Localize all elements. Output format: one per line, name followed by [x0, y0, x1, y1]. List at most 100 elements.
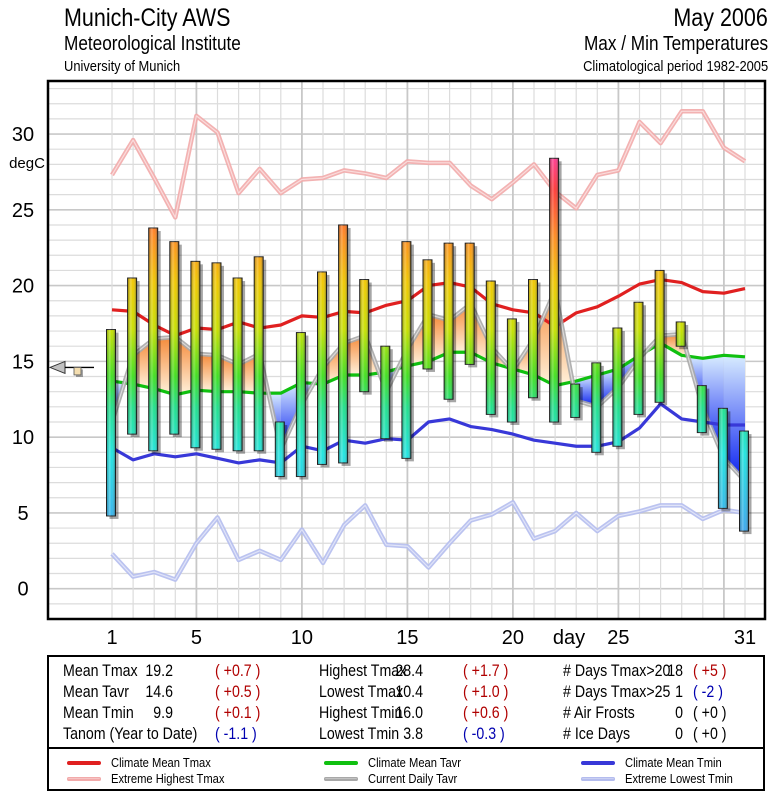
stat-value: 9.9: [153, 704, 173, 722]
bar-shading: [254, 256, 264, 451]
bar-shading: [739, 431, 749, 532]
climatological-period: Climatological period 1982-2005: [582, 58, 768, 75]
bar-shading: [549, 158, 559, 422]
x-tick-label: 5: [191, 627, 202, 649]
bar-shading: [634, 302, 643, 415]
bar-shading: [423, 259, 432, 369]
month-title: May 2006: [673, 4, 768, 32]
y-tick-label: 25: [12, 200, 34, 222]
x-tick-label: 31: [734, 627, 756, 649]
stat-anomaly: ( +0.1 ): [215, 704, 261, 722]
legend-label: Climate Mean Tmax: [111, 755, 211, 770]
stat-anomaly: ( -2 ): [693, 683, 723, 701]
bar-shading: [275, 421, 285, 477]
stat-label: Mean Tavr: [63, 683, 129, 701]
bar-shading: [296, 332, 306, 477]
stat-value: 19.2: [145, 662, 173, 680]
stat-anomaly: ( -1.1 ): [215, 725, 257, 743]
stat-value: 28.4: [395, 662, 423, 680]
bar-shading: [697, 385, 707, 433]
stat-anomaly: ( -0.3 ): [463, 725, 505, 743]
legend-label: Extreme Highest Tmax: [111, 771, 225, 786]
legend-label: Current Daily Tavr: [368, 771, 458, 786]
y-tick-label: 30: [12, 124, 34, 146]
stat-label: # Days Tmax>20: [563, 662, 671, 680]
x-tick-label: 10: [291, 627, 313, 649]
stat-label: # Air Frosts: [563, 704, 635, 722]
plot-frame: [46, 79, 767, 621]
stat-value: 14.6: [145, 683, 173, 701]
university-name: University of Munich: [64, 58, 181, 75]
climate-mean-tmin-line: [111, 402, 745, 465]
bar-shading: [169, 241, 179, 435]
bar-shading: [212, 262, 221, 450]
stat-anomaly: ( +0.7 ): [215, 662, 261, 680]
stat-value: 10.4: [395, 683, 423, 701]
stat-anomaly: ( +1.0 ): [463, 683, 509, 701]
mean-tavr-marker: [48, 360, 94, 377]
chart-legend: Climate Mean Tmax Extreme Highest Tmax Cli…: [47, 749, 765, 791]
stat-value: 0: [675, 704, 683, 722]
bar-shading: [676, 321, 686, 347]
y-tick-label: 20: [12, 276, 34, 298]
x-axis-ticks: 1 5 10 15 20 25 31: [106, 627, 756, 649]
stat-label: Highest Tmin: [319, 704, 403, 722]
x-tick-label: 1: [106, 627, 117, 649]
legend-swatch: [67, 761, 101, 765]
bar-shading: [507, 318, 517, 422]
bar-shading: [465, 243, 475, 365]
bar-shading: [591, 362, 601, 453]
stat-label: Lowest Tmin: [319, 725, 400, 743]
bar-shading: [127, 278, 137, 435]
legend-swatch: [581, 761, 615, 765]
bar-shading: [148, 228, 158, 451]
stat-label: Mean Tmax: [63, 662, 138, 680]
legend-label: Extreme Lowest Tmin: [625, 771, 733, 786]
extreme-lowest-tmin-line-highlight: [111, 501, 746, 581]
legend-swatch: [324, 777, 358, 781]
y-tick-label: 15: [12, 351, 34, 373]
stat-value: 1: [675, 683, 683, 701]
statistics-panel: Mean Tmax 19.2 ( +0.7 ) Mean Tavr 14.6 ( +0.5…: [47, 655, 765, 749]
plot-border: [46, 79, 767, 621]
bar-shading: [570, 384, 580, 418]
bar-shading: [359, 279, 369, 392]
station-title: Munich-City AWS: [64, 4, 231, 32]
bar-shading: [233, 278, 243, 451]
bar-shading: [486, 281, 496, 415]
stat-anomaly: ( +1.7 ): [463, 662, 509, 680]
bar-shading: [401, 241, 411, 459]
stat-label: Lowest Tmax: [319, 683, 404, 701]
stat-value: 3.8: [403, 725, 423, 743]
stat-anomaly: ( +5 ): [693, 662, 727, 680]
x-axis-label: day: [553, 627, 585, 649]
chart-subtitle: Max / Min Temperatures: [583, 33, 768, 55]
y-axis-ticks: 0 5 10 15 20 25 30: [12, 124, 34, 601]
y-tick-label: 10: [12, 427, 34, 449]
x-tick-label: 20: [502, 627, 524, 649]
legend-swatch: [581, 777, 615, 781]
y-tick-label: 5: [17, 503, 28, 525]
stat-value: 18: [667, 662, 683, 680]
stat-anomaly: ( +0 ): [693, 704, 727, 722]
institute-name: Meteorological Institute: [64, 33, 241, 55]
stat-label: Tanom (Year to Date): [63, 725, 198, 743]
stat-label: # Days Tmax>25: [563, 683, 671, 701]
stat-value: 0: [675, 725, 683, 743]
x-tick-label: 15: [396, 627, 418, 649]
stat-label: # Ice Days: [563, 725, 631, 743]
anomaly-box: [73, 367, 82, 376]
bar-shading: [444, 243, 454, 400]
stat-label: Highest Tmax: [319, 662, 407, 680]
bar-shading: [190, 261, 200, 448]
bar-shading: [718, 408, 728, 509]
bar-shading: [380, 346, 390, 439]
bar-shading: [106, 329, 116, 516]
stat-anomaly: ( +0.6 ): [463, 704, 509, 722]
legend-swatch: [324, 761, 358, 765]
bar-shading: [338, 224, 348, 463]
temperature-bars: [106, 157, 752, 535]
stat-anomaly: ( +0.5 ): [215, 683, 261, 701]
legend-label: Climate Mean Tavr: [368, 755, 462, 770]
